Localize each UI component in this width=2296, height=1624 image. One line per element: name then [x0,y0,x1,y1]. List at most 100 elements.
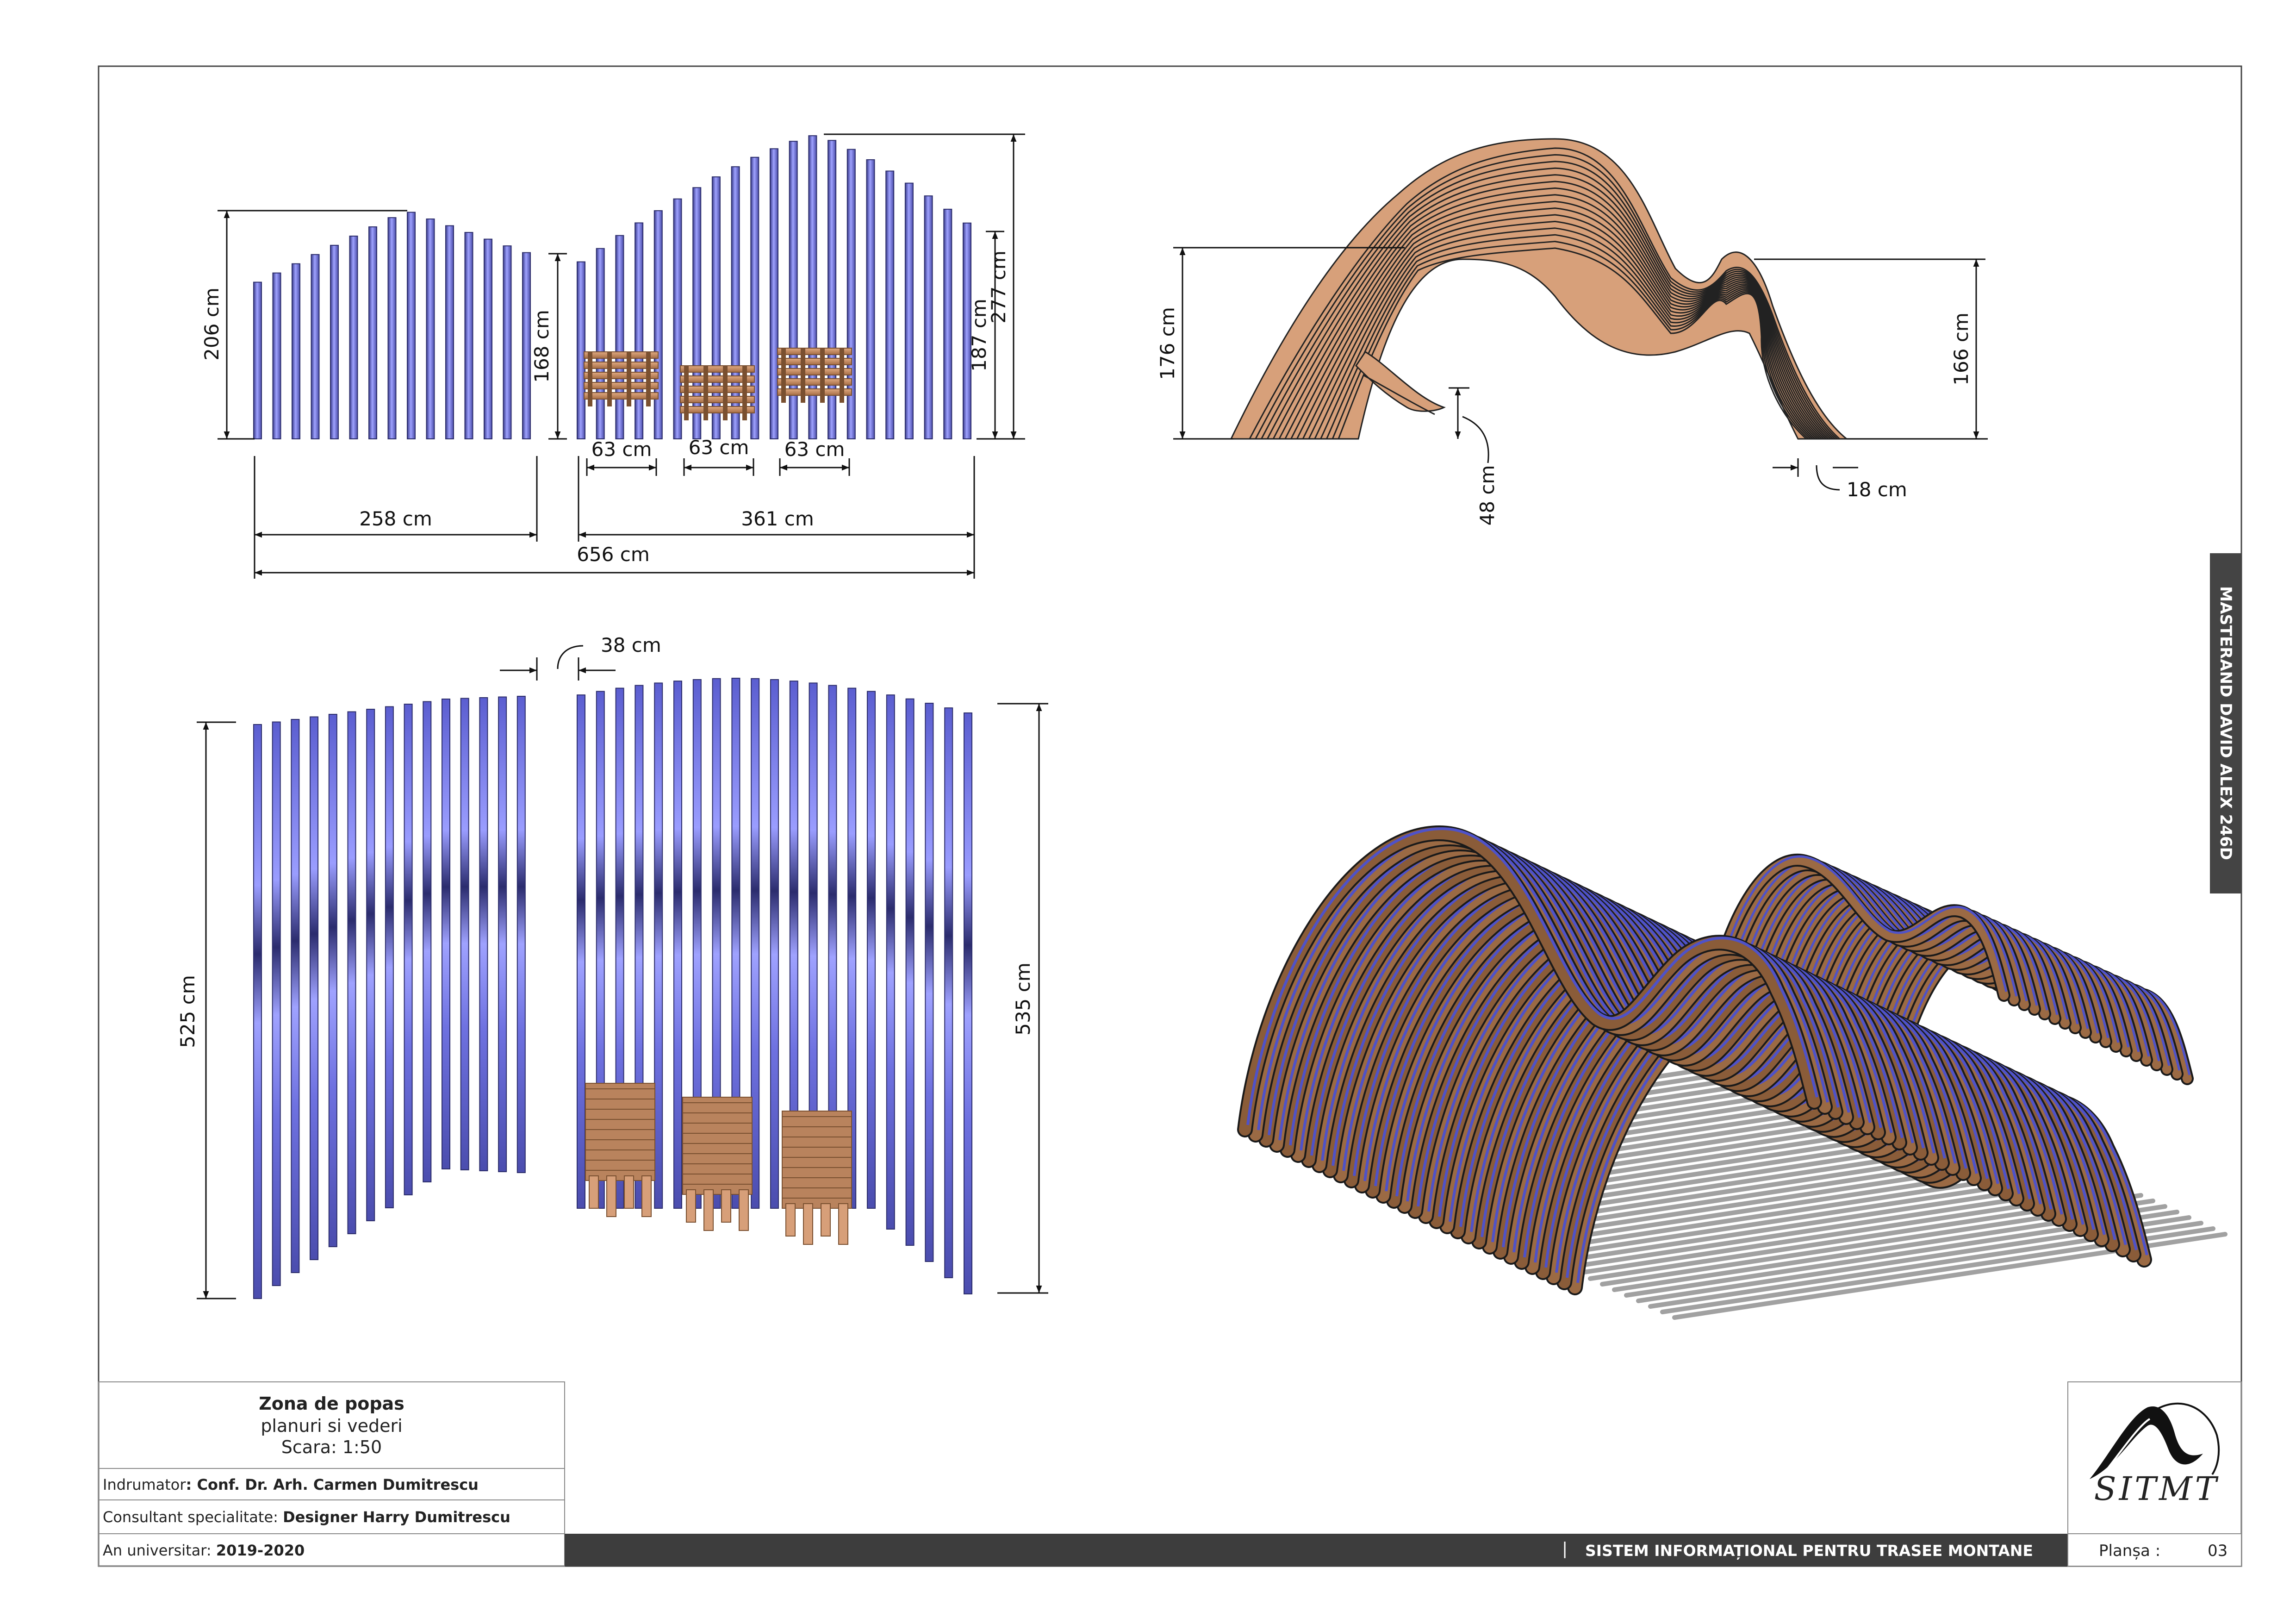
side-rib-line [1338,247,1807,440]
side-label-bar [2210,553,2241,893]
consultant-label: Consultant specialitate: [103,1508,283,1526]
plan-slat [886,694,895,1230]
dim-side-h-left: 176 cm [1156,307,1179,380]
plan-slat [460,698,469,1170]
side-rib-line [1284,187,1827,440]
perspective-back-rib-slat [1713,855,2008,992]
plan-slat [944,707,953,1278]
side-rib-line [1302,207,1820,440]
elevation-slat [711,176,721,440]
elevation-slat [311,254,320,439]
plan-slat [328,714,337,1247]
elevation-slat [673,198,682,439]
elevation-slat [253,281,262,439]
elevation-slat [503,245,512,439]
dim-plan-depth-left: 525 cm [176,975,199,1048]
side-rib-line [1290,194,1825,440]
sheet-border [98,65,2242,1567]
elevation-slat [635,222,644,439]
elevation-slat [464,232,473,439]
perspective-ribs [1237,825,2194,1295]
elevation-slat [885,170,895,439]
dim-elev-h-left: 206 cm [200,287,223,361]
plan-slat [596,691,605,1209]
plan-slat [385,706,394,1208]
elevation-slat [349,235,358,439]
plansa-box [2067,1533,2242,1567]
plan-slat [442,699,450,1169]
side-rib-line [1296,200,1823,440]
consultant-row: Consultant specialitate: Designer Harry … [103,1508,510,1526]
plan-slat [770,679,779,1209]
side-rib-line [1249,147,1840,440]
plan-slat [712,678,721,1209]
plan-bench [782,1111,852,1245]
plan-slat [404,704,413,1195]
elevation-slat [924,195,933,439]
dim-elev-seat-2: 63 cm [689,436,749,459]
indrumator-value: : Conf. Dr. Arh. Carmen Dumitrescu [186,1476,479,1493]
elevation-slat [963,222,971,439]
plan-slat [310,716,319,1260]
plan-slat [253,724,262,1299]
dim-elev-w-right: 361 cm [741,507,814,530]
bar-separator: | [1562,1539,1568,1558]
side-rib-line [1255,154,1838,440]
sitmt-logo [2090,1402,2220,1479]
plan-slat [731,678,740,1209]
plan-slat [516,696,526,1173]
elevation-slat [484,238,492,439]
plan-view-dimensions [197,645,1048,1299]
side-rib-line [1332,241,1809,440]
elevation-slat [615,235,624,439]
dim-side-seat-h: 48 cm [1476,465,1499,526]
project-subtitle: planuri si vederi [261,1416,403,1436]
plan-slat [423,701,432,1182]
side-rib-line [1308,214,1818,440]
side-rib-line [1261,161,1836,440]
plan-view-slats [253,678,972,1299]
dim-plan-gap: 38 cm [601,634,661,656]
elevation-slats-right [577,135,971,440]
elevation-slat [368,226,377,439]
elevation-bench [777,348,852,403]
elevation-bench [584,351,659,406]
plan-slat [964,712,972,1294]
project-title: Zona de popas [259,1393,404,1414]
title-bar [565,1534,2069,1566]
elevation-slat [445,225,454,439]
an-row: An universitar: 2019-2020 [103,1542,305,1559]
elevation-bench [680,365,755,420]
elevation-slat [596,248,605,439]
consultant-value: Designer Harry Dumitrescu [283,1508,510,1526]
perspective-back-rib-slat [1724,860,2018,997]
elevation-slat [292,263,300,439]
side-rib-line [1272,174,1831,440]
dim-elev-h-right-inner: 187 cm [968,299,990,372]
dim-elev-w-total: 656 cm [577,543,650,566]
elevation-slat [904,182,914,439]
elevation-slat [522,252,531,440]
plan-view-benches [585,1083,852,1245]
plansa-label: Planșa : [2099,1542,2161,1560]
side-rib-line [1267,167,1834,440]
side-rib-line [1278,181,1829,440]
elevation-slat [407,212,416,439]
plan-slat [654,682,663,1209]
side-rib-line [1326,234,1811,440]
side-view-dimensions [1173,247,1988,491]
plan-slat [366,709,375,1221]
dim-plan-depth-right: 535 cm [1012,962,1034,1036]
elevation-slat [577,261,585,439]
perspective-rib-slat [1246,827,1818,1125]
plan-slat [635,685,644,1209]
plan-slat [673,681,682,1209]
elevation-slat [770,148,778,439]
elevation-slat [866,159,875,439]
elevation-slats-left [253,212,531,440]
elevation-benches [584,348,852,420]
dim-side-rib: 18 cm [1847,478,1907,501]
side-view-structure [1230,138,1849,440]
plan-slat [905,698,915,1246]
